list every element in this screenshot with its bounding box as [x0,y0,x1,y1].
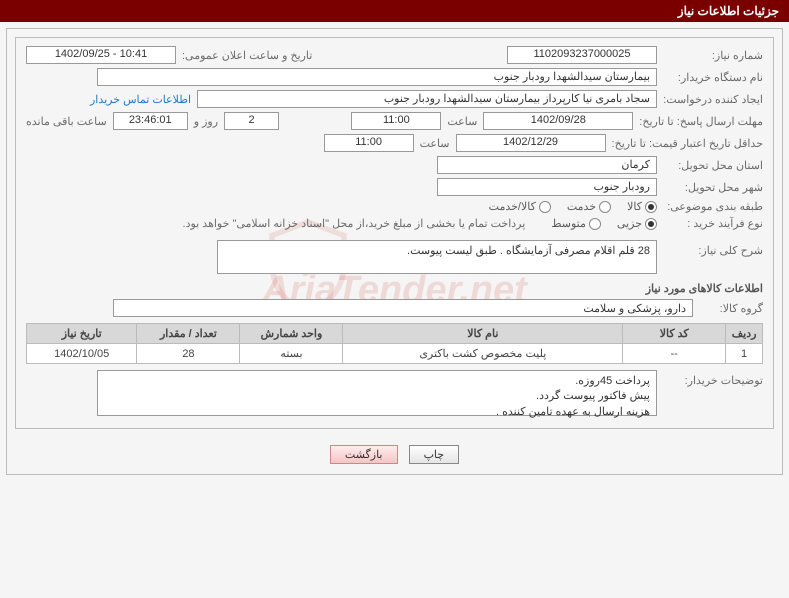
col-unit: واحد شمارش [240,324,343,344]
buyer-org-value: بیمارستان سیدالشهدا رودبار جنوب [97,68,657,86]
button-bar: چاپ بازگشت [7,437,782,474]
buyer-notes-text: پرداخت 45روزه. پیش فاکتور پیوست گردد. هز… [97,370,657,416]
process-label: نوع فرآیند خرید : [663,217,763,230]
requester-value: سجاد بامری نیا کارپرداز بیمارستان سیدالش… [197,90,657,108]
form-panel: شماره نیاز: 1102093237000025 تاریخ و ساع… [15,37,774,429]
summary-text: 28 قلم اقلام مصرفی آزمایشگاه . طبق لیست … [217,240,657,274]
need-no-value: 1102093237000025 [507,46,657,64]
table-cell: بسته [240,344,343,364]
radio-service-label: خدمت [567,200,596,213]
validity-label: حداقل تاریخ اعتبار قیمت: تا تاریخ: [612,137,763,150]
radio-service-icon [599,201,611,213]
col-row: ردیف [726,324,763,344]
process-note: پرداخت تمام یا بخشی از مبلغ خرید،از محل … [183,217,526,230]
table-cell: 1402/10/05 [27,344,137,364]
page-header: جزئیات اطلاعات نیاز [0,0,789,22]
days-suffix: روز و [194,115,218,128]
radio-medium-icon [589,218,601,230]
table-row: 1--پلیت مخصوص کشت باکتریبسته281402/10/05 [27,344,763,364]
group-value: دارو، پزشکی و سلامت [113,299,693,317]
category-label: طبقه بندی موضوعی: [663,200,763,213]
print-button[interactable]: چاپ [409,445,460,464]
col-code: کد کالا [623,324,726,344]
process-radio-group: جزیی متوسط [551,217,657,230]
radio-medium[interactable]: متوسط [551,217,601,230]
buyer-org-label: نام دستگاه خریدار: [663,71,763,84]
buyer-notes-label: توضیحات خریدار: [663,370,763,387]
radio-both-label: کالا/خدمت [489,200,536,213]
deadline-date: 1402/09/28 [483,112,633,130]
summary-label: شرح کلی نیاز: [663,240,763,257]
table-cell: -- [623,344,726,364]
radio-goods[interactable]: کالا [627,200,657,213]
group-label: گروه کالا: [703,302,763,315]
days-remaining: 2 [224,112,279,130]
page-title: جزئیات اطلاعات نیاز [678,4,779,18]
city-value: رودبار جنوب [437,178,657,196]
radio-goods-label: کالا [627,200,642,213]
announce-label: تاریخ و ساعت اعلان عمومی: [182,49,312,62]
outer-frame: شماره نیاز: 1102093237000025 تاریخ و ساع… [6,28,783,475]
radio-partial[interactable]: جزیی [617,217,657,230]
back-button[interactable]: بازگشت [330,445,398,464]
countdown: 23:46:01 [113,112,188,130]
contact-link[interactable]: اطلاعات تماس خریدار [90,93,191,106]
time-label-1: ساعت [447,115,477,128]
time-label-2: ساعت [420,137,450,150]
table-cell: 1 [726,344,763,364]
items-section-title: اطلاعات کالاهای مورد نیاز [26,282,763,295]
col-qty: تعداد / مقدار [137,324,240,344]
announce-value: 10:41 - 1402/09/25 [26,46,176,64]
radio-service[interactable]: خدمت [567,200,611,213]
col-name: نام کالا [343,324,623,344]
items-table: ردیف کد کالا نام کالا واحد شمارش تعداد /… [26,323,763,364]
table-cell: پلیت مخصوص کشت باکتری [343,344,623,364]
radio-both-icon [539,201,551,213]
col-date: تاریخ نیاز [27,324,137,344]
validity-time: 11:00 [324,134,414,152]
requester-label: ایجاد کننده درخواست: [663,93,763,106]
validity-date: 1402/12/29 [456,134,606,152]
deadline-label: مهلت ارسال پاسخ: تا تاریخ: [639,115,763,128]
radio-medium-label: متوسط [551,217,586,230]
city-label: شهر محل تحویل: [663,181,763,194]
radio-both[interactable]: کالا/خدمت [489,200,551,213]
category-radio-group: کالا خدمت کالا/خدمت [489,200,657,213]
radio-partial-label: جزیی [617,217,642,230]
province-value: کرمان [437,156,657,174]
table-cell: 28 [137,344,240,364]
radio-goods-icon [645,201,657,213]
province-label: استان محل تحویل: [663,159,763,172]
radio-partial-icon [645,218,657,230]
countdown-suffix: ساعت باقی مانده [26,115,107,128]
deadline-time: 11:00 [351,112,441,130]
need-no-label: شماره نیاز: [663,49,763,62]
table-header-row: ردیف کد کالا نام کالا واحد شمارش تعداد /… [27,324,763,344]
